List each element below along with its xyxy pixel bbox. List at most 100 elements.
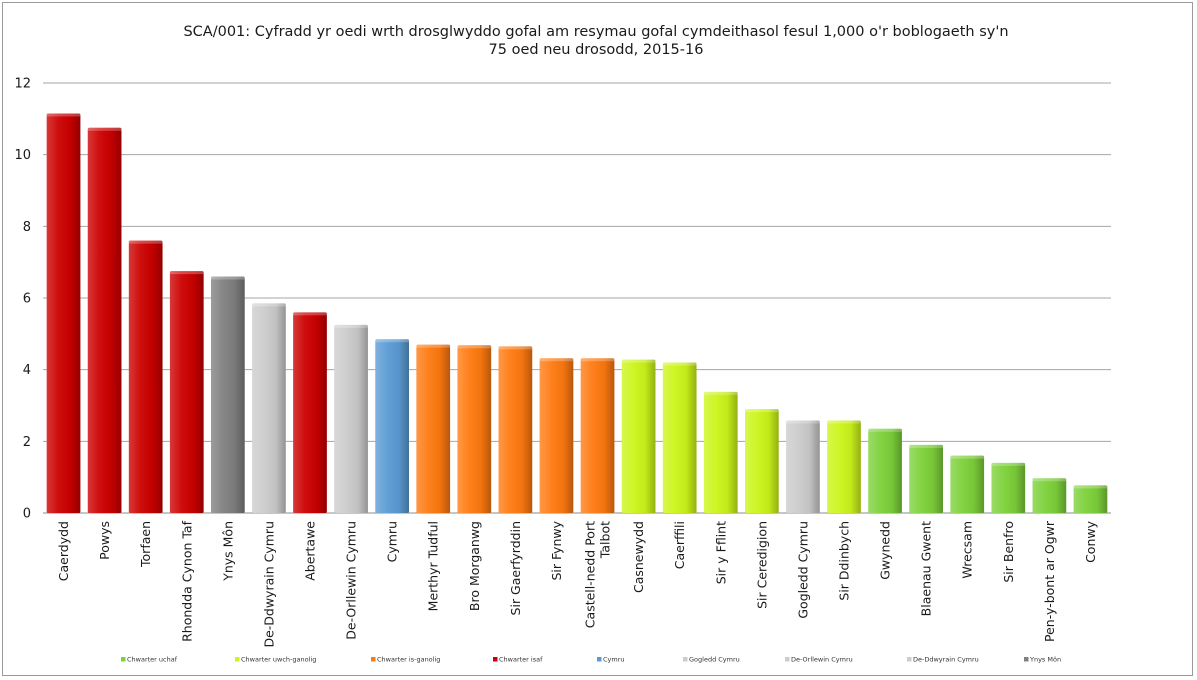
x-tick-label-line: Gwynedd	[878, 521, 893, 580]
legend-item: Chwarter isaf	[493, 656, 543, 664]
x-tick-label: Powys	[97, 521, 112, 560]
x-tick-label-line: Powys	[97, 521, 112, 560]
x-tick-label-line: Cymru	[385, 521, 400, 562]
bar-shading	[991, 462, 1026, 513]
x-tick-label: Blaenau Gwent	[919, 521, 934, 616]
x-tick-label: Merthyr Tudful	[426, 521, 441, 611]
x-tick-label: Sir Ddinbych	[837, 521, 852, 601]
bar-shading	[786, 420, 820, 513]
x-tick-label: Gogledd Cymru	[795, 521, 810, 619]
bar-chart: SCA/001: Cyfradd yr oedi wrth drosglwydd…	[14, 24, 1111, 664]
legend-label: De-Ddwyrain Cymru	[913, 656, 979, 664]
x-tick-label-line: Sir Fynwy	[549, 520, 564, 580]
bar-shading	[87, 127, 122, 514]
x-tick-label-line: Torfaen	[138, 521, 153, 568]
bar-top-highlight	[87, 127, 122, 131]
bar	[703, 391, 738, 513]
x-tick-label-line: Conwy	[1083, 520, 1098, 563]
bar	[745, 409, 779, 513]
legend-item: De-Orllewin Cymru	[785, 656, 853, 664]
x-tick-label: Sir Gaerfyrddin	[508, 521, 523, 615]
bar-shading	[868, 428, 902, 513]
bar-shading	[662, 362, 697, 513]
bar-shading	[621, 359, 656, 513]
legend: Chwarter uchaf Chwarter uwch-ganolig Chwar…	[121, 656, 1061, 664]
x-tick-label-line: De-Ddwyrain Cymru	[261, 521, 276, 648]
bar	[416, 344, 451, 513]
y-tick-label: 2	[23, 435, 31, 450]
x-tick-label: Cymru	[385, 521, 400, 562]
x-tick-label: Sir Fynwy	[549, 520, 564, 580]
bar-top-highlight	[128, 240, 163, 244]
y-axis-tick-labels: 0 2 4 6 8 10 12	[14, 77, 31, 522]
legend-item: Ynys Môn	[1024, 656, 1061, 664]
x-tick-label-line: Bro Morganwg	[467, 521, 482, 611]
legend-swatch	[597, 657, 602, 662]
bar	[457, 345, 492, 513]
legend-swatch	[121, 657, 126, 662]
x-tick-label-line: Sir Benfro	[1001, 521, 1016, 583]
legend-swatch	[683, 657, 688, 662]
bar-shading	[950, 455, 985, 513]
bar-top-highlight	[169, 271, 204, 275]
bar	[498, 346, 533, 513]
x-tick-label-line: Abertawe	[303, 521, 318, 581]
legend-swatch	[235, 657, 240, 662]
legend-label: Chwarter uchaf	[127, 656, 178, 664]
bar	[1073, 485, 1108, 513]
bar-shading	[703, 391, 738, 513]
x-tick-label: Sir Benfro	[1001, 521, 1016, 583]
legend-label: Chwarter is-ganolig	[377, 656, 440, 664]
x-tick-label: Pen-y-bont ar Ogwr	[1042, 520, 1057, 642]
y-tick-label: 6	[23, 292, 31, 307]
bar-top-highlight	[868, 428, 902, 432]
x-tick-label: Caerdydd	[56, 521, 71, 581]
bar	[580, 358, 615, 513]
x-tick-label-line: Merthyr Tudful	[426, 521, 441, 611]
bar	[621, 359, 656, 513]
x-tick-label: Caerffili	[672, 521, 687, 569]
legend-swatch	[1024, 657, 1029, 662]
bar-top-highlight	[786, 420, 820, 424]
chart-title-line-2: 75 oed neu drosodd, 2015-16	[489, 42, 704, 58]
bar	[662, 362, 697, 513]
x-tick-label-line: De-Orllewin Cymru	[344, 521, 359, 640]
x-tick-label-line: Pen-y-bont ar Ogwr	[1042, 520, 1057, 642]
legend-item: De-Ddwyrain Cymru	[907, 656, 979, 664]
legend-swatch	[907, 657, 912, 662]
bar-shading	[416, 344, 451, 513]
legend-label: Cymru	[603, 656, 625, 664]
x-tick-label: Abertawe	[303, 521, 318, 581]
x-tick-label: De-Ddwyrain Cymru	[261, 521, 276, 648]
bar-top-highlight	[1073, 485, 1108, 489]
x-tick-label-line: Sir Ddinbych	[837, 521, 852, 601]
x-tick-label-line: Caerffili	[672, 521, 687, 569]
bar-shading	[539, 358, 574, 513]
bar-top-highlight	[252, 303, 286, 307]
y-tick-label: 0	[23, 507, 31, 522]
bar	[128, 240, 163, 513]
bar-shading	[1073, 485, 1108, 513]
x-tick-label: Wrecsam	[960, 521, 975, 579]
legend-swatch	[493, 657, 498, 662]
bar-top-highlight	[1032, 478, 1067, 482]
bar-top-highlight	[662, 362, 697, 366]
y-tick-label: 12	[14, 77, 31, 92]
y-tick-label: 10	[14, 148, 31, 163]
bar	[87, 127, 122, 514]
bar	[868, 428, 902, 513]
legend-label: Ynys Môn	[1029, 656, 1061, 664]
bar	[827, 420, 861, 513]
x-tick-label-line: Ynys Môn	[220, 521, 235, 582]
bar	[334, 324, 368, 513]
bar	[991, 462, 1026, 513]
bar-top-highlight	[416, 344, 451, 348]
bar	[375, 339, 409, 513]
bar-shading	[293, 312, 327, 513]
bar-top-highlight	[334, 324, 368, 328]
bar-top-highlight	[539, 358, 574, 362]
legend-item: Cymru	[597, 656, 625, 664]
x-tick-label: Sir Ceredigion	[754, 521, 769, 609]
x-tick-label-line: Castell-nedd Port	[583, 521, 598, 628]
